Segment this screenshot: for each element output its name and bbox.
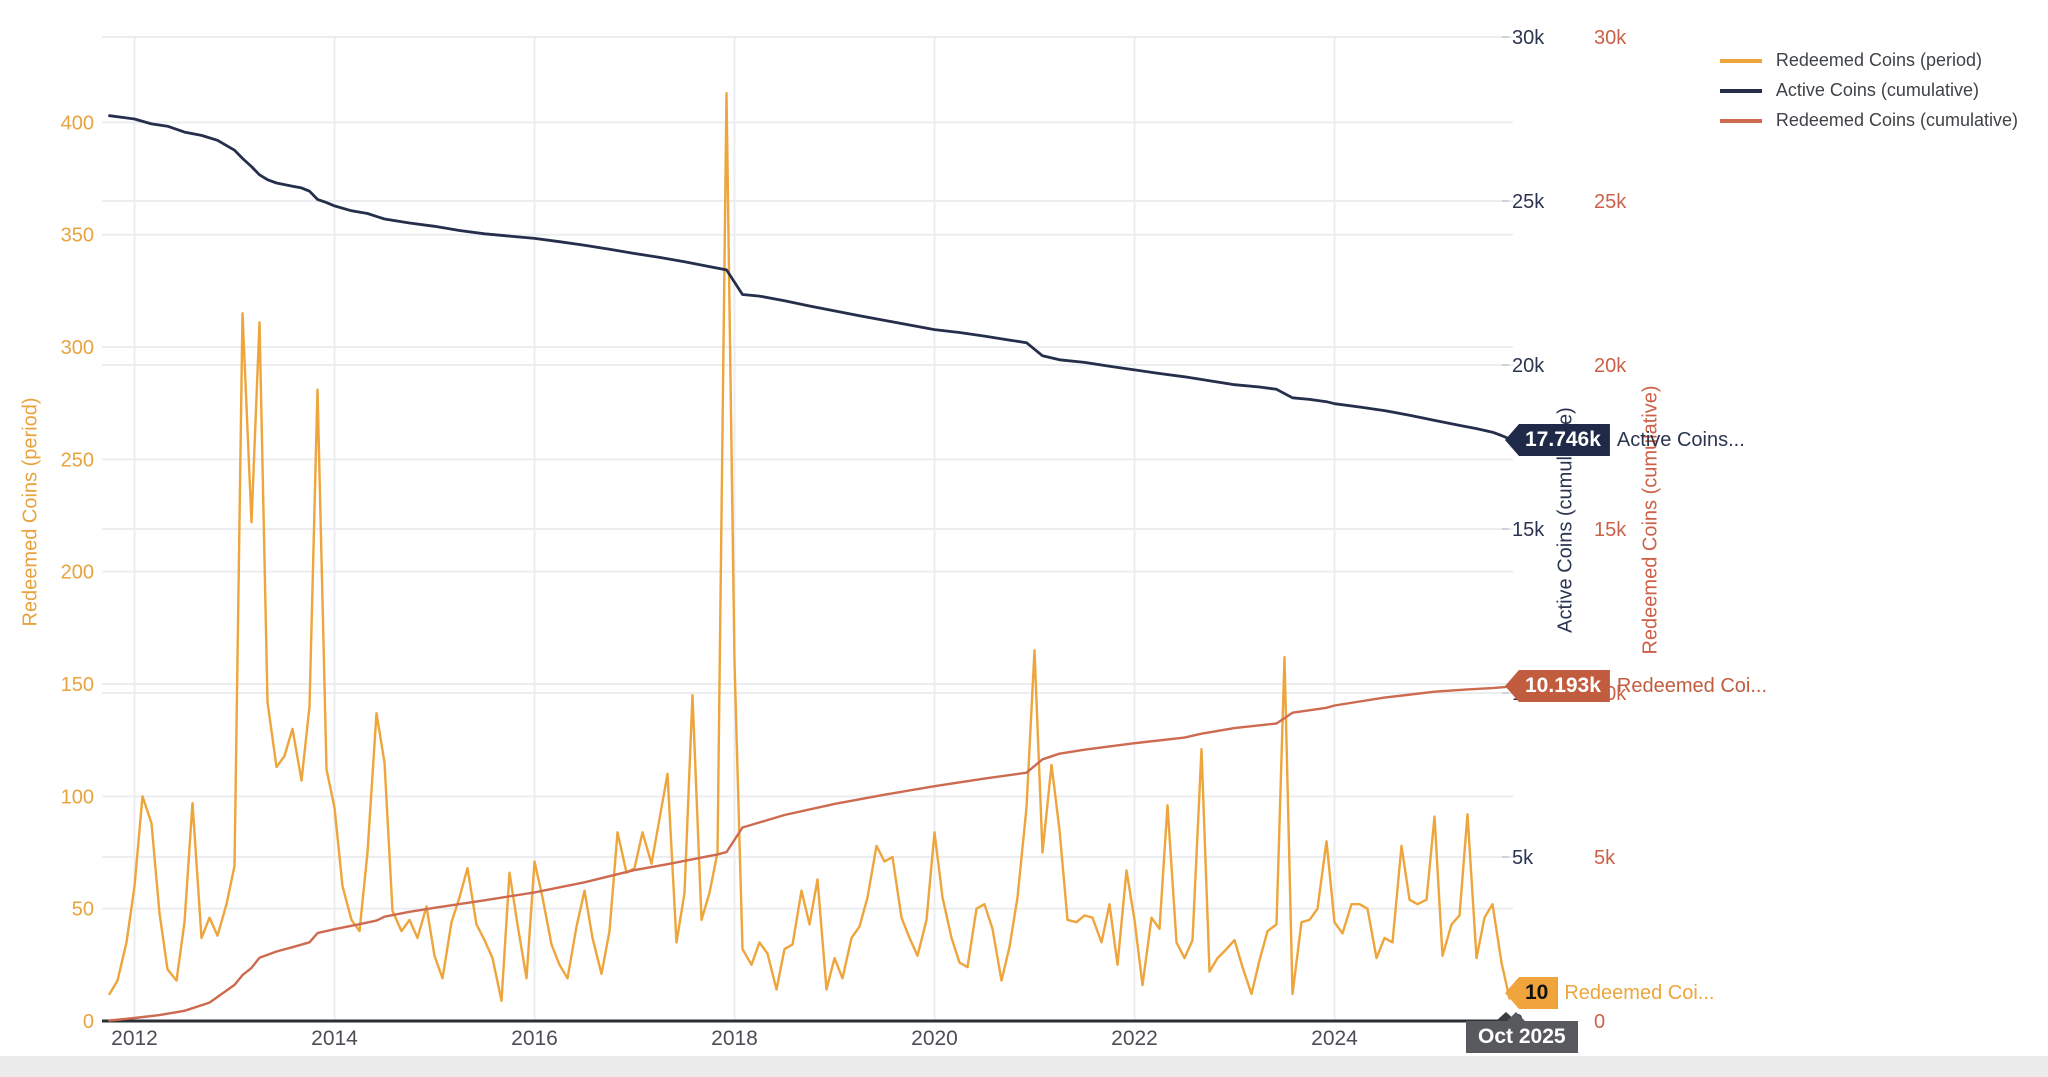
series-line-redeemed-coins-period[interactable] xyxy=(108,91,1511,1002)
active-coins-end-value-badge: 17.746k Active Coins... xyxy=(1505,424,1745,456)
tick-label: 20k xyxy=(1594,355,1627,377)
footer-band xyxy=(0,1056,2048,1077)
redeemed-cumulative-end-value-badge: 10.193k Redeemed Coi... xyxy=(1505,670,1767,702)
tick-label: 2024 xyxy=(1311,1027,1358,1050)
tick-label: 2016 xyxy=(511,1027,558,1050)
tick-label: 2022 xyxy=(1111,1027,1158,1050)
legend-item-redeemed-period[interactable]: Redeemed Coins (period) xyxy=(1719,50,2018,71)
legend-swatch-line-icon xyxy=(1719,58,1762,63)
legend: Redeemed Coins (period) Active Coins (cu… xyxy=(1719,50,2018,131)
legend-swatch-line-icon xyxy=(1719,118,1762,123)
tick-label: 150 xyxy=(61,674,94,696)
tick-label: 0 xyxy=(1594,1011,1605,1033)
redeemed-cumulative-end-series-label: Redeemed Coi... xyxy=(1616,674,1767,697)
tick-label: 2020 xyxy=(911,1027,958,1050)
tick-label: 25k xyxy=(1512,191,1545,213)
tick-label: 300 xyxy=(61,337,94,359)
redeemed-cumulative-end-value: 10.193k xyxy=(1505,670,1610,702)
tick-label: 250 xyxy=(61,449,94,471)
tick-label: 30k xyxy=(1512,27,1545,49)
tick-label: 0 xyxy=(83,1011,94,1033)
tick-label: 15k xyxy=(1594,519,1627,541)
active-coins-end-value: 17.746k xyxy=(1505,424,1610,456)
tick-label: 25k xyxy=(1594,191,1627,213)
tick-label: 30k xyxy=(1594,27,1627,49)
tick-label: 400 xyxy=(61,112,94,134)
tick-label: 5k xyxy=(1512,847,1534,869)
tick-label: 200 xyxy=(61,562,94,584)
tick-label: 2014 xyxy=(311,1027,358,1050)
tick-label: 50 xyxy=(72,899,94,921)
left-axis-title: Redeemed Coins (period) xyxy=(19,397,42,627)
legend-label: Redeemed Coins (period) xyxy=(1775,50,1982,70)
tick-label: 2012 xyxy=(111,1027,158,1050)
active-coins-end-series-label: Active Coins... xyxy=(1616,428,1745,451)
redeemed-period-end-value: 10 xyxy=(1505,977,1558,1009)
tick-label: 20k xyxy=(1512,355,1545,377)
legend-label: Redeemed Coins (cumulative) xyxy=(1775,110,2018,130)
legend-swatch-line-icon xyxy=(1719,88,1762,93)
tick-label: 2018 xyxy=(711,1027,758,1050)
tick-label: 350 xyxy=(61,225,94,247)
legend-item-redeemed-cumulative[interactable]: Redeemed Coins (cumulative) xyxy=(1719,110,2018,131)
redeemed-period-end-series-label: Redeemed Coi... xyxy=(1564,981,1715,1004)
legend-label: Active Coins (cumulative) xyxy=(1775,80,1979,100)
tick-label: 5k xyxy=(1594,847,1616,869)
legend-item-active-cumulative[interactable]: Active Coins (cumulative) xyxy=(1719,80,2018,101)
redeemed-period-end-value-badge: 10 Redeemed Coi... xyxy=(1505,977,1714,1009)
tick-label: 100 xyxy=(61,786,94,808)
series-line-redeemed-coins-cumulative[interactable] xyxy=(108,685,1511,1022)
tick-label: 15k xyxy=(1512,519,1545,541)
x-axis-hover-date-badge: Oct 2025 xyxy=(1466,1012,1578,1053)
series-line-active-coins-cumulative[interactable] xyxy=(108,114,1511,441)
